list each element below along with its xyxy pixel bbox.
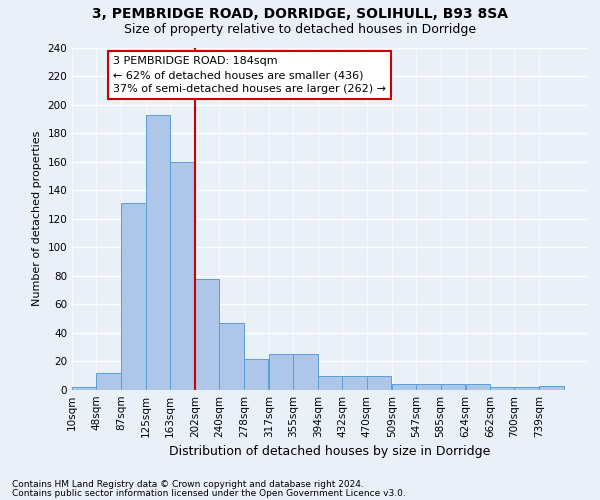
Bar (318, 376, 343, 390)
Bar (392, 384, 416, 390)
Bar (269, 354, 293, 390)
Bar (195, 278, 220, 390)
Text: 3 PEMBRIDGE ROAD: 184sqm
← 62% of detached houses are smaller (436)
37% of semi-: 3 PEMBRIDGE ROAD: 184sqm ← 62% of detach… (113, 56, 386, 94)
Bar (293, 354, 317, 390)
Y-axis label: Number of detached properties: Number of detached properties (32, 131, 42, 306)
Bar (170, 162, 194, 390)
Bar (539, 386, 563, 390)
Bar (440, 384, 465, 390)
Bar (490, 387, 514, 390)
Bar (416, 384, 440, 390)
Bar (367, 376, 391, 390)
Text: Contains public sector information licensed under the Open Government Licence v3: Contains public sector information licen… (12, 488, 406, 498)
Bar (343, 376, 367, 390)
Bar (97, 373, 121, 390)
Bar (244, 358, 268, 390)
Text: Contains HM Land Registry data © Crown copyright and database right 2024.: Contains HM Land Registry data © Crown c… (12, 480, 364, 489)
Bar (514, 387, 539, 390)
Text: Size of property relative to detached houses in Dorridge: Size of property relative to detached ho… (124, 22, 476, 36)
Text: 3, PEMBRIDGE ROAD, DORRIDGE, SOLIHULL, B93 8SA: 3, PEMBRIDGE ROAD, DORRIDGE, SOLIHULL, B… (92, 8, 508, 22)
Bar (220, 323, 244, 390)
Bar (72, 387, 97, 390)
X-axis label: Distribution of detached houses by size in Dorridge: Distribution of detached houses by size … (169, 446, 491, 458)
Bar (121, 203, 146, 390)
Bar (466, 384, 490, 390)
Bar (146, 114, 170, 390)
